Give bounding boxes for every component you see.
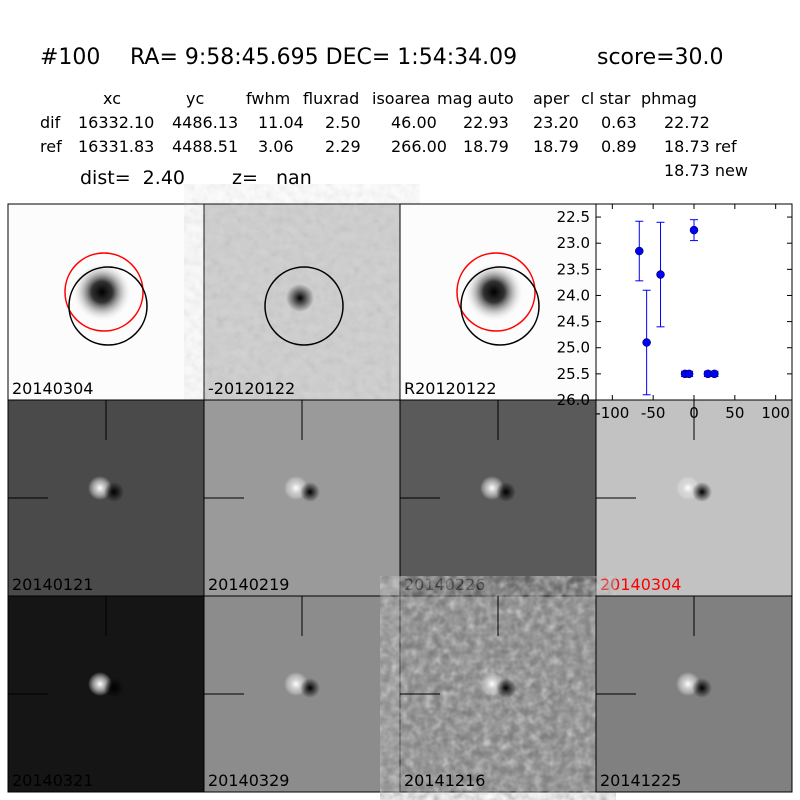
y-tick-label: 24.5 <box>557 313 590 331</box>
row-label: ref <box>40 137 62 156</box>
y-tick-label: 24.0 <box>557 286 590 304</box>
source-neg <box>692 482 712 502</box>
table-cell: 2.29 <box>325 137 361 156</box>
panel-label: 20140226 <box>404 575 485 594</box>
row-label: dif <box>40 113 61 132</box>
lightcurve: 22.5 23.0 23.5 24.0 24.5 25.0 25.5 26.0 -100 -50 0… <box>557 203 793 422</box>
table-cell: 16332.10 <box>78 113 154 132</box>
phmag-new: 18.73 new <box>664 161 748 180</box>
table-cell: 22.93 <box>463 113 509 132</box>
table-cell: 18.73 ref <box>664 137 737 156</box>
source <box>72 262 132 322</box>
score: score=30.0 <box>597 45 724 70</box>
y-tick-label: 25.0 <box>557 339 590 357</box>
panel-label: -20120122 <box>208 379 295 398</box>
table-cell: 46.00 <box>391 113 437 132</box>
point <box>656 270 665 279</box>
panel-label: 20140121 <box>12 575 93 594</box>
x-tick-label: 0 <box>689 404 699 422</box>
table-cell: 23.20 <box>533 113 579 132</box>
point <box>684 369 694 379</box>
table-cell: 18.79 <box>533 137 579 156</box>
column-header: phmag <box>641 89 697 108</box>
column-header: fwhm <box>246 89 290 108</box>
table-cell: 4486.13 <box>172 113 238 132</box>
table-cell: 266.00 <box>391 137 447 156</box>
aperture-ref <box>456 252 536 332</box>
point <box>710 369 719 379</box>
point <box>689 225 699 235</box>
y-tick-label: 25.5 <box>557 365 590 383</box>
z: z= nan <box>232 167 312 189</box>
y-tick-label: 22.5 <box>557 208 590 226</box>
panel-label: 20140304 <box>12 379 93 398</box>
source-neg <box>300 678 320 698</box>
column-header: cl star <box>581 89 631 108</box>
source-neg <box>496 678 516 698</box>
x-tick-label: 50 <box>725 404 744 422</box>
panel-label: 20140219 <box>208 575 289 594</box>
dist: dist= 2.40 <box>80 167 185 189</box>
coordinates: RA= 9:58:45.695 DEC= 1:54:34.09 <box>130 45 517 70</box>
y-tick-label: 23.0 <box>557 234 590 252</box>
panel-label: 20140329 <box>208 771 289 790</box>
panel-label: 20141216 <box>404 771 485 790</box>
column-header: isoarea <box>372 89 430 108</box>
table-cell: 4488.51 <box>172 137 238 156</box>
panel-label: R20120122 <box>404 379 497 398</box>
panel-label: 20140304 <box>600 575 681 594</box>
source <box>464 262 524 322</box>
panels: 20140304 -20120122 R20120122 20140121 201402… <box>7 203 793 793</box>
column-header: mag auto <box>437 89 514 108</box>
x-tick-label: -100 <box>595 404 629 422</box>
y-tick-label: 26.0 <box>557 391 590 409</box>
panel-label: 20140321 <box>12 771 93 790</box>
aperture <box>68 266 148 346</box>
x-tick-label: -50 <box>641 404 666 422</box>
table-cell: 18.79 <box>463 137 509 156</box>
table-cell: 0.89 <box>601 137 637 156</box>
source-neg <box>496 482 516 502</box>
x-tick-label: 100 <box>761 404 790 422</box>
column-header: fluxrad <box>303 89 359 108</box>
table-cell: 2.50 <box>325 113 361 132</box>
y-tick-label: 23.5 <box>557 260 590 278</box>
source-neg <box>300 482 320 502</box>
aperture-ref <box>64 252 144 332</box>
source-neg <box>104 678 124 698</box>
column-header: xc <box>103 89 121 108</box>
table-cell: 22.72 <box>664 113 710 132</box>
table-cell: 16331.83 <box>78 137 154 156</box>
column-header: yc <box>186 89 204 108</box>
source <box>286 284 314 312</box>
aperture <box>264 266 344 346</box>
aperture <box>460 266 540 346</box>
table-cell: 0.63 <box>601 113 637 132</box>
source-neg <box>104 482 124 502</box>
table-cell: 11.04 <box>258 113 304 132</box>
point <box>642 338 651 347</box>
panel-label: 20141225 <box>600 771 681 790</box>
column-header: aper <box>533 89 570 108</box>
point <box>635 246 644 256</box>
table-cell: 3.06 <box>258 137 294 156</box>
object-id: #100 <box>40 45 100 70</box>
source-neg <box>692 678 712 698</box>
